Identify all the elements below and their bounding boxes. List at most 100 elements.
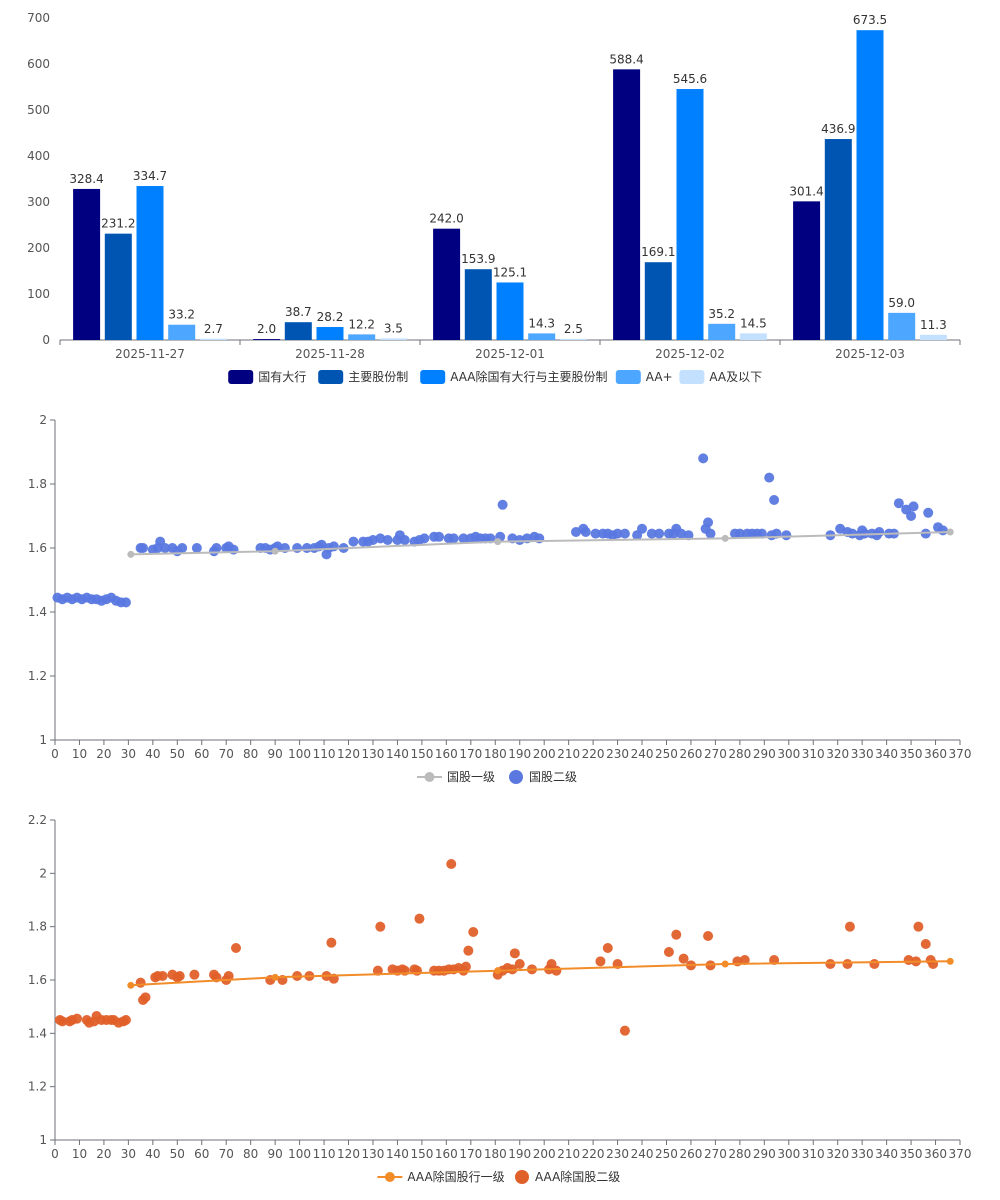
- x-tick-label: 310: [802, 1147, 825, 1161]
- y-tick-label: 1.6: [28, 541, 47, 555]
- bar: [168, 324, 196, 340]
- data-label: 328.4: [69, 172, 103, 186]
- line-point: [271, 973, 279, 981]
- bar: [856, 30, 884, 340]
- bar: [379, 338, 407, 340]
- scatter-point: [419, 533, 430, 544]
- x-tick-label: 90: [267, 1147, 282, 1161]
- y-tick-label: 1.2: [28, 1080, 47, 1094]
- scatter-point: [844, 921, 855, 932]
- scatter-point: [326, 937, 337, 948]
- y-tick-label: 1.4: [28, 605, 47, 619]
- scatter-point: [72, 1013, 83, 1024]
- x-tick-label: 110: [313, 747, 336, 761]
- y-tick-label: 1: [39, 733, 47, 747]
- x-tick-label: 350: [900, 747, 923, 761]
- scatter-point: [174, 971, 185, 981]
- scatter-point: [120, 597, 131, 608]
- x-tick-label: 2025-11-28: [295, 347, 365, 361]
- y-tick-label: 700: [27, 11, 50, 25]
- legend-swatch: [420, 370, 446, 384]
- scatter-point: [120, 1015, 131, 1025]
- legend-label: AAA除国有大行与主要股份制: [450, 369, 607, 384]
- bar: [919, 334, 947, 340]
- x-tick-label: 0: [51, 747, 59, 761]
- x-tick-label: 220: [582, 1147, 605, 1161]
- scatter-point: [375, 921, 386, 932]
- x-tick-label: 50: [170, 747, 185, 761]
- scatter-point: [382, 535, 393, 545]
- x-tick-label: 290: [753, 747, 776, 761]
- x-tick-label: 120: [337, 1147, 360, 1161]
- bar: [528, 333, 556, 340]
- x-tick-label: 360: [924, 747, 947, 761]
- scatter-point: [637, 523, 648, 534]
- x-tick-label: 180: [484, 1147, 507, 1161]
- x-tick-label: 110: [313, 1147, 336, 1161]
- scatter-point: [468, 927, 479, 937]
- bar: [708, 323, 736, 340]
- x-tick-label: 160: [435, 1147, 458, 1161]
- legend-swatch: [228, 370, 254, 384]
- scatter-point: [292, 543, 303, 553]
- scatter-point: [177, 543, 188, 553]
- scatter-point: [160, 543, 171, 553]
- scatter-point: [399, 535, 410, 545]
- x-tick-label: 30: [121, 747, 136, 761]
- scatter-point: [619, 528, 630, 539]
- data-label: 33.2: [168, 308, 195, 322]
- x-tick-label: 260: [679, 747, 702, 761]
- scatter-point: [893, 498, 904, 509]
- x-tick-label: 210: [557, 747, 580, 761]
- legend-scatter-swatch: [509, 770, 523, 784]
- y-tick-label: 0: [42, 333, 50, 347]
- x-tick-label: 340: [875, 1147, 898, 1161]
- x-tick-label: 240: [631, 747, 654, 761]
- x-tick-label: 80: [243, 747, 258, 761]
- scatter-point: [448, 533, 459, 544]
- scatter-point: [663, 947, 674, 957]
- scatter-point: [372, 965, 383, 976]
- y-tick-label: 600: [27, 57, 50, 71]
- x-tick-label: 370: [949, 1147, 972, 1161]
- legend-label: AAA除国股二级: [535, 1169, 620, 1184]
- data-label: 153.9: [461, 252, 495, 266]
- y-tick-label: 100: [27, 287, 50, 301]
- scatter-chart-guogu: 11.21.41.61.820 10 20 30 40 50 60 70 80 90 100 110 1…: [28, 413, 971, 784]
- scatter-point: [937, 525, 948, 536]
- legend: 国有大行 主要股份制 AAA除国有大行与主要股份制 AA+ AA及以下: [228, 369, 762, 384]
- scatter-point: [231, 943, 241, 953]
- data-label: 59.0: [888, 296, 915, 310]
- scatter-point: [920, 939, 931, 949]
- x-tick-label: 2025-11-27: [115, 347, 185, 361]
- x-tick-label: 40: [145, 747, 160, 761]
- y-tick-label: 1.4: [28, 1026, 47, 1040]
- scatter-point: [756, 528, 767, 539]
- bar: [199, 338, 227, 340]
- y-tick-label: 1.8: [28, 477, 47, 491]
- x-tick-label: 270: [704, 1147, 727, 1161]
- x-tick-label: 90: [267, 747, 282, 761]
- x-tick-label: 340: [875, 747, 898, 761]
- legend-label: AAA除国股行一级: [407, 1169, 504, 1184]
- x-tick-label: 20: [96, 1147, 111, 1161]
- legend-swatch: [615, 370, 641, 384]
- scatter-point: [157, 971, 168, 981]
- y-tick-label: 2: [39, 413, 47, 427]
- y-tick-label: 1.6: [28, 973, 47, 987]
- data-label: 588.4: [609, 52, 643, 66]
- x-tick-label: 320: [826, 747, 849, 761]
- legend-label: 国有大行: [258, 370, 306, 384]
- scatter-point: [434, 531, 445, 542]
- scatter-point: [874, 527, 885, 537]
- scatter-point: [551, 965, 562, 976]
- bar: [284, 322, 312, 340]
- line-point: [494, 538, 502, 546]
- line-point: [494, 967, 502, 975]
- data-label: 3.5: [384, 321, 403, 335]
- scatter-point: [678, 953, 689, 964]
- data-label: 242.0: [429, 212, 463, 226]
- bar: [676, 89, 704, 340]
- scatter-point: [458, 533, 469, 544]
- scatter-point: [769, 495, 780, 505]
